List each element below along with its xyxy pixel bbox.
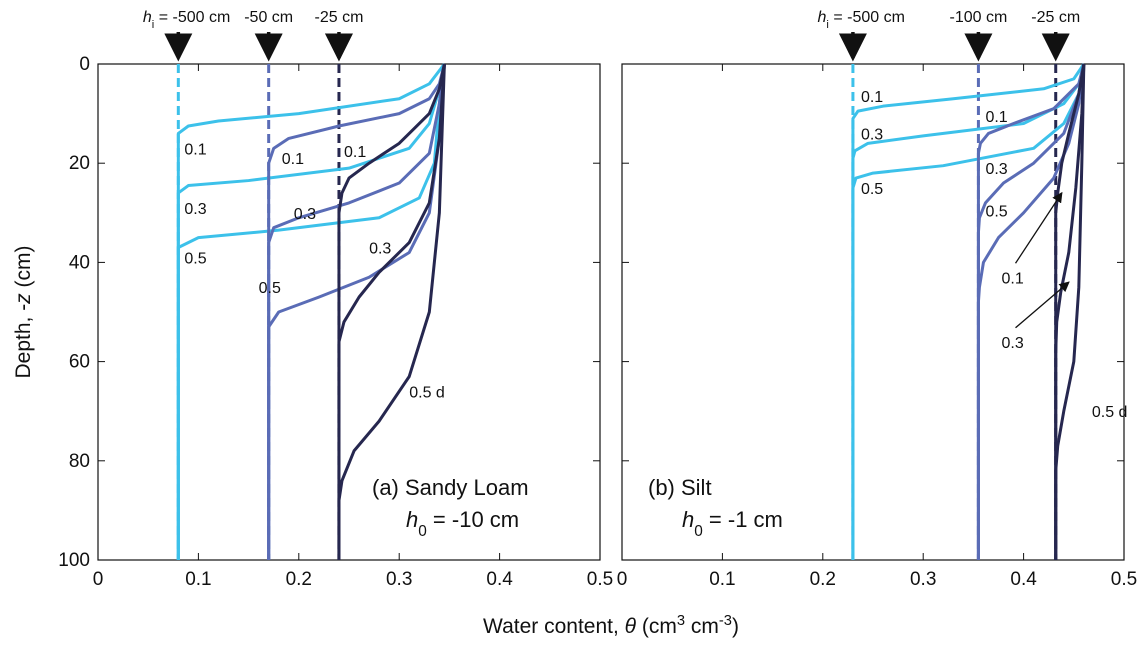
y-tick-label: 100 xyxy=(58,550,90,571)
y-axis-label-part: Depth, - xyxy=(12,304,35,379)
curve-label: 0.5 xyxy=(184,250,206,267)
curve-label: 0.1 xyxy=(282,151,304,168)
curve-label: 0.1 xyxy=(861,89,883,106)
panel-subtitle-part: = -10 cm xyxy=(427,507,519,532)
x-tick-label: 0.3 xyxy=(386,569,412,590)
x-axis-label-part: Water content, xyxy=(483,615,625,638)
profile-line xyxy=(176,63,446,560)
panel-subtitle-part: 0 xyxy=(694,523,703,540)
panel-title: (a) Sandy Loam xyxy=(372,475,529,500)
profile-line xyxy=(337,63,446,560)
x-tick-label: 0 xyxy=(617,569,628,590)
panel-subtitle: h0 = -10 cm xyxy=(406,507,519,540)
panel-subtitle-part: = -1 cm xyxy=(703,507,783,532)
plot-frame xyxy=(97,63,601,561)
x-tick-label: 0.1 xyxy=(709,569,735,590)
profile-line xyxy=(851,63,1086,560)
y-tick-label: 60 xyxy=(69,352,90,373)
curve-label: 0.1 xyxy=(184,141,206,158)
profile-line xyxy=(1054,63,1086,560)
initial-label-part: = -500 cm xyxy=(154,9,230,26)
x-axis-label-part: cm xyxy=(685,615,719,638)
profile-line xyxy=(1054,63,1086,560)
y-tick-label: 40 xyxy=(69,252,90,273)
x-axis-label: Water content, θ (cm3 cm-3) xyxy=(483,613,739,638)
profile-line xyxy=(176,63,446,560)
curve-label: 0.3 xyxy=(985,161,1007,178)
y-tick-label: 20 xyxy=(69,153,90,174)
curve-label: 0.3 xyxy=(184,201,206,218)
initial-label-part: -100 cm xyxy=(950,9,1008,26)
panel-title: (b) Silt xyxy=(648,475,712,500)
curve-label: 0.5 xyxy=(985,203,1007,220)
profile-line xyxy=(1054,63,1086,560)
curve-label: 0.5 xyxy=(259,280,281,297)
y-axis-label-part: z xyxy=(12,293,35,305)
x-tick-label: 0 xyxy=(93,569,104,590)
x-axis-label-part: (cm xyxy=(636,615,677,638)
panel-subtitle-part: 0 xyxy=(418,523,427,540)
initial-label: -50 cm xyxy=(244,9,293,26)
curve-label: 0.5 xyxy=(861,181,883,198)
x-axis-label-part: ) xyxy=(732,615,739,638)
curve-label: 0.3 xyxy=(861,126,883,143)
x-axis-label-part: -3 xyxy=(719,613,732,629)
profile-line xyxy=(976,63,1086,560)
initial-label: hi = -500 cm xyxy=(143,9,230,31)
initial-label-part: -50 cm xyxy=(244,9,293,26)
curve-label: 0.3 xyxy=(1002,335,1024,352)
y-axis-label-part: (cm) xyxy=(12,245,35,293)
profile-line xyxy=(976,63,1086,560)
x-tick-label: 0.4 xyxy=(486,569,513,590)
profile-line xyxy=(337,63,446,560)
curve-label: 0.5 d xyxy=(1092,404,1128,421)
profile-line xyxy=(337,63,446,560)
initial-label-part: -25 cm xyxy=(315,9,364,26)
plot-frame xyxy=(621,63,1125,561)
initial-label-part: h xyxy=(817,9,826,26)
x-tick-label: 0.5 xyxy=(1111,569,1137,590)
curve-label: 0.1 xyxy=(344,144,366,161)
panel-subtitle-part: h xyxy=(682,507,694,532)
profile-line xyxy=(267,63,446,560)
initial-label: hi = -500 cm xyxy=(817,9,904,31)
curve-label: 0.3 xyxy=(294,206,316,223)
x-tick-label: 0.5 xyxy=(587,569,613,590)
x-tick-label: 0.1 xyxy=(185,569,211,590)
label-arrow xyxy=(1015,281,1070,329)
initial-label: -25 cm xyxy=(315,9,364,26)
y-tick-label: 80 xyxy=(69,451,90,472)
x-axis-label-part: θ xyxy=(625,615,637,638)
y-axis-label: Depth, -z (cm) xyxy=(12,245,35,378)
curve-label: 0.3 xyxy=(369,241,391,258)
curve-label: 0.1 xyxy=(985,109,1007,126)
panel-subtitle: h0 = -1 cm xyxy=(682,507,783,540)
curve-label: 0.1 xyxy=(1002,270,1024,287)
x-tick-label: 0.2 xyxy=(810,569,836,590)
profile-line xyxy=(976,63,1086,560)
x-axis-label-part: 3 xyxy=(677,613,685,629)
curve-label: 0.5 d xyxy=(409,384,445,401)
y-tick-label: 0 xyxy=(79,54,90,75)
profile-line xyxy=(267,63,446,560)
x-tick-label: 0.3 xyxy=(910,569,936,590)
initial-label-part: i xyxy=(152,19,155,31)
profile-line xyxy=(851,63,1086,560)
x-tick-label: 0.4 xyxy=(1010,569,1037,590)
initial-label-part: h xyxy=(143,9,152,26)
initial-label: -25 cm xyxy=(1031,9,1080,26)
initial-label: -100 cm xyxy=(950,9,1008,26)
x-tick-label: 0.2 xyxy=(286,569,312,590)
initial-label-part: -25 cm xyxy=(1031,9,1080,26)
label-arrow xyxy=(1014,191,1063,264)
initial-label-part: i xyxy=(826,19,829,31)
panel-subtitle-part: h xyxy=(406,507,418,532)
initial-label-part: = -500 cm xyxy=(829,9,905,26)
profile-line xyxy=(851,63,1086,560)
